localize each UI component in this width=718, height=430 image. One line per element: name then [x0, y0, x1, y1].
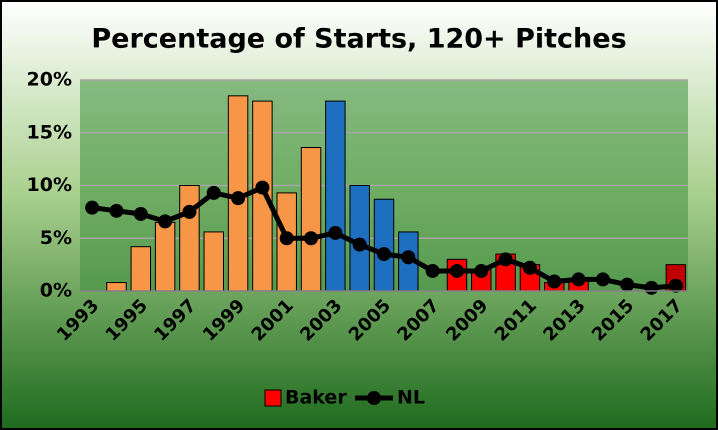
marker: [449, 263, 464, 278]
marker: [206, 185, 221, 200]
marker: [595, 272, 610, 287]
marker: [158, 214, 173, 229]
y-tick-label: 0%: [40, 280, 72, 302]
marker: [377, 247, 391, 262]
marker: [498, 252, 513, 267]
bar: [300, 147, 322, 292]
marker: [255, 180, 270, 195]
bar: [325, 100, 346, 292]
marker: [328, 225, 343, 240]
chart-title: Percentage of Starts, 120+ Pitches: [91, 24, 626, 55]
marker: [668, 278, 683, 293]
y-tick-label: 10%: [27, 174, 72, 196]
y-tick-label: 20%: [27, 69, 72, 91]
marker: [133, 206, 148, 221]
marker: [474, 263, 489, 278]
bar: [179, 185, 200, 292]
bar: [203, 231, 224, 292]
marker: [620, 277, 635, 292]
marker: [231, 191, 246, 206]
bar: [130, 246, 152, 292]
y-tick-label: 15%: [27, 121, 72, 143]
marker: [85, 200, 100, 215]
marker: [571, 272, 586, 287]
marker: [279, 231, 294, 246]
marker: [182, 204, 197, 219]
legend-swatch: [367, 391, 381, 405]
marker: [401, 250, 416, 265]
marker: [304, 231, 319, 246]
legend-label: Baker: [285, 387, 347, 409]
legend-label: NL: [397, 387, 425, 409]
marker: [644, 280, 659, 295]
bar: [106, 282, 127, 292]
bar: [154, 221, 176, 292]
bar: [373, 198, 395, 292]
y-tick-label: 5%: [40, 227, 72, 249]
marker: [352, 237, 367, 252]
marker: [425, 263, 440, 278]
marker: [547, 274, 562, 289]
marker: [522, 260, 537, 275]
marker: [109, 203, 124, 218]
legend-swatch: [264, 389, 282, 407]
